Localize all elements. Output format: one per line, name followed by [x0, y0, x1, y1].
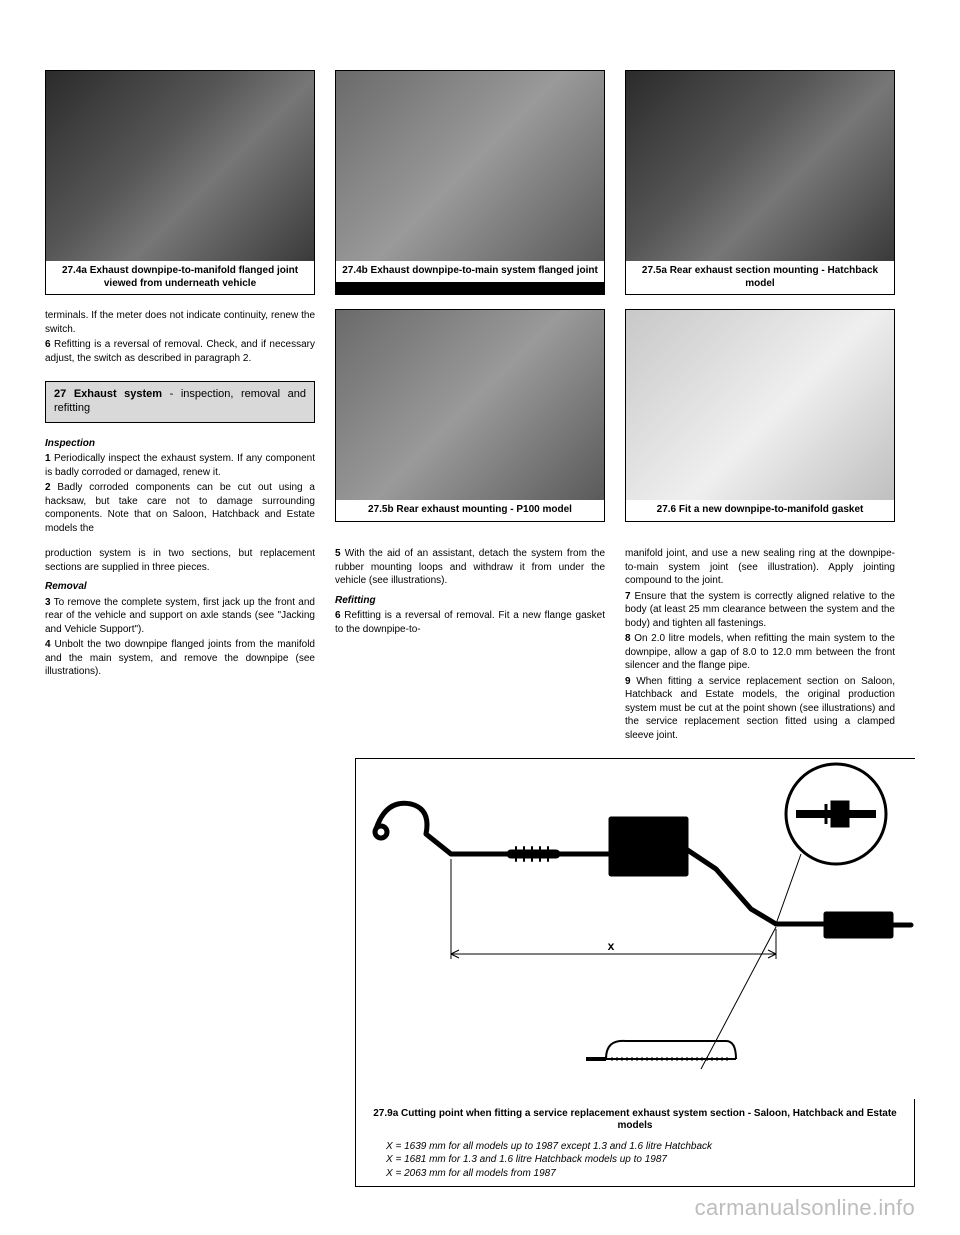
- watermark: carmanualsonline.info: [695, 1193, 915, 1223]
- section-27-box: 27 Exhaust system - inspection, removal …: [45, 381, 315, 423]
- photo-27-5a: [626, 71, 894, 261]
- photo-27-4b: [336, 71, 604, 261]
- subcaps: X = 1639 mm for all models up to 1987 ex…: [356, 1137, 914, 1187]
- p-right1: production system is in two sections, bu…: [45, 547, 315, 574]
- p7-num: 7: [625, 591, 631, 602]
- p-right2: manifold joint, and use a new sealing ri…: [625, 547, 895, 588]
- mid-figure-col: 27.5b Rear exhaust mounting - P100 model: [335, 309, 605, 537]
- refit-para: 6 Refitting is a reversal of removal. Ch…: [45, 338, 315, 365]
- photo-27-4a: [46, 71, 314, 261]
- x-label: x: [608, 939, 615, 953]
- p8: 8 On 2.0 litre models, when refitting th…: [625, 632, 895, 673]
- p6-text: Refitting is a reversal of removal. Fit …: [335, 610, 605, 635]
- subcap-2: X = 2063 mm for all models from 1987: [386, 1167, 904, 1181]
- row-4: x 27.9a Cutting poin: [45, 758, 915, 1187]
- sub-refitting-label: Refitting: [335, 595, 376, 606]
- p5: 5 With the aid of an assistant, detach t…: [335, 547, 605, 588]
- photo-27-5b: [336, 310, 604, 500]
- p2-text: Badly corroded components can be cut out…: [45, 482, 315, 534]
- p2-num: 2: [45, 482, 51, 493]
- p3-num: 3: [45, 597, 51, 608]
- figure-27-5a: 27.5a Rear exhaust section mounting - Ha…: [625, 70, 895, 295]
- p6: 6 Refitting is a reversal of removal. Fi…: [335, 609, 605, 636]
- figure-27-4b: 27.4b Exhaust downpipe-to-main system fl…: [335, 70, 605, 295]
- sub-inspection: Inspection: [45, 437, 315, 451]
- p8-text: On 2.0 litre models, when refitting the …: [625, 633, 895, 671]
- sub-removal-label: Removal: [45, 581, 87, 592]
- caption-27-9a: 27.9a Cutting point when fitting a servi…: [356, 1104, 914, 1137]
- figure-27-6: 27.6 Fit a new downpipe-to-manifold gask…: [625, 309, 895, 522]
- p1-text: Periodically inspect the exhaust system.…: [45, 453, 315, 478]
- p8-num: 8: [625, 633, 631, 644]
- section-num: 27: [54, 388, 66, 400]
- figure-27-9a: x 27.9a Cutting poin: [355, 758, 915, 1187]
- right-figure-col: 27.6 Fit a new downpipe-to-manifold gask…: [625, 309, 895, 537]
- p5-text: With the aid of an assistant, detach the…: [335, 548, 605, 586]
- col-c: manifold joint, and use a new sealing ri…: [625, 547, 895, 744]
- subcap-1: X = 1681 mm for 1.3 and 1.6 litre Hatchb…: [386, 1153, 904, 1167]
- p9: 9 When fitting a service replacement sec…: [625, 675, 895, 743]
- caption-27-5b: 27.5b Rear exhaust mounting - P100 model: [336, 500, 604, 521]
- caption-27-4a: 27.4a Exhaust downpipe-to-manifold flang…: [46, 261, 314, 294]
- diagram-svg-wrap: x: [356, 759, 914, 1104]
- left-text-column: terminals. If the meter does not indicat…: [45, 309, 315, 537]
- diagram-svg: x: [356, 759, 916, 1099]
- p1: 1 Periodically inspect the exhaust syste…: [45, 452, 315, 479]
- caption-27-4b: 27.4b Exhaust downpipe-to-main system fl…: [336, 261, 604, 282]
- figure-27-4a: 27.4a Exhaust downpipe-to-manifold flang…: [45, 70, 315, 295]
- p4-text: Unbolt the two downpipe flanged joints f…: [45, 639, 315, 677]
- p4: 4 Unbolt the two downpipe flanged joints…: [45, 638, 315, 679]
- sub-inspection-label: Inspection: [45, 438, 95, 449]
- figure-27-5b: 27.5b Rear exhaust mounting - P100 model: [335, 309, 605, 522]
- section-title: Exhaust system: [74, 388, 162, 400]
- sub-removal: Removal: [45, 580, 315, 594]
- p7: 7 Ensure that the system is correctly al…: [625, 590, 895, 631]
- row-1: 27.4a Exhaust downpipe-to-manifold flang…: [45, 70, 915, 295]
- p6-num: 6: [335, 610, 341, 621]
- photo-27-6: [626, 310, 894, 500]
- p9-num: 9: [625, 676, 631, 687]
- p1-num: 1: [45, 453, 51, 464]
- para6-num: 6: [45, 339, 51, 350]
- p5-num: 5: [335, 548, 341, 559]
- para6-text: Refitting is a reversal of removal. Chec…: [45, 339, 315, 364]
- col-b: 5 With the aid of an assistant, detach t…: [335, 547, 605, 744]
- row-3: production system is in two sections, bu…: [45, 547, 915, 744]
- continued-para: terminals. If the meter does not indicat…: [45, 309, 315, 336]
- subcap-0: X = 1639 mm for all models up to 1987 ex…: [386, 1140, 904, 1154]
- p9-text: When fitting a service replacement secti…: [625, 676, 895, 741]
- col-a: production system is in two sections, bu…: [45, 547, 315, 744]
- p4-num: 4: [45, 639, 51, 650]
- p3: 3 To remove the complete system, first j…: [45, 596, 315, 637]
- p2: 2 Badly corroded components can be cut o…: [45, 481, 315, 535]
- caption-27-5a: 27.5a Rear exhaust section mounting - Ha…: [626, 261, 894, 294]
- p7-text: Ensure that the system is correctly alig…: [625, 591, 895, 629]
- p3-text: To remove the complete system, first jac…: [45, 597, 315, 635]
- row-2: terminals. If the meter does not indicat…: [45, 309, 915, 537]
- sub-refitting: Refitting: [335, 594, 605, 608]
- caption-27-6: 27.6 Fit a new downpipe-to-manifold gask…: [626, 500, 894, 521]
